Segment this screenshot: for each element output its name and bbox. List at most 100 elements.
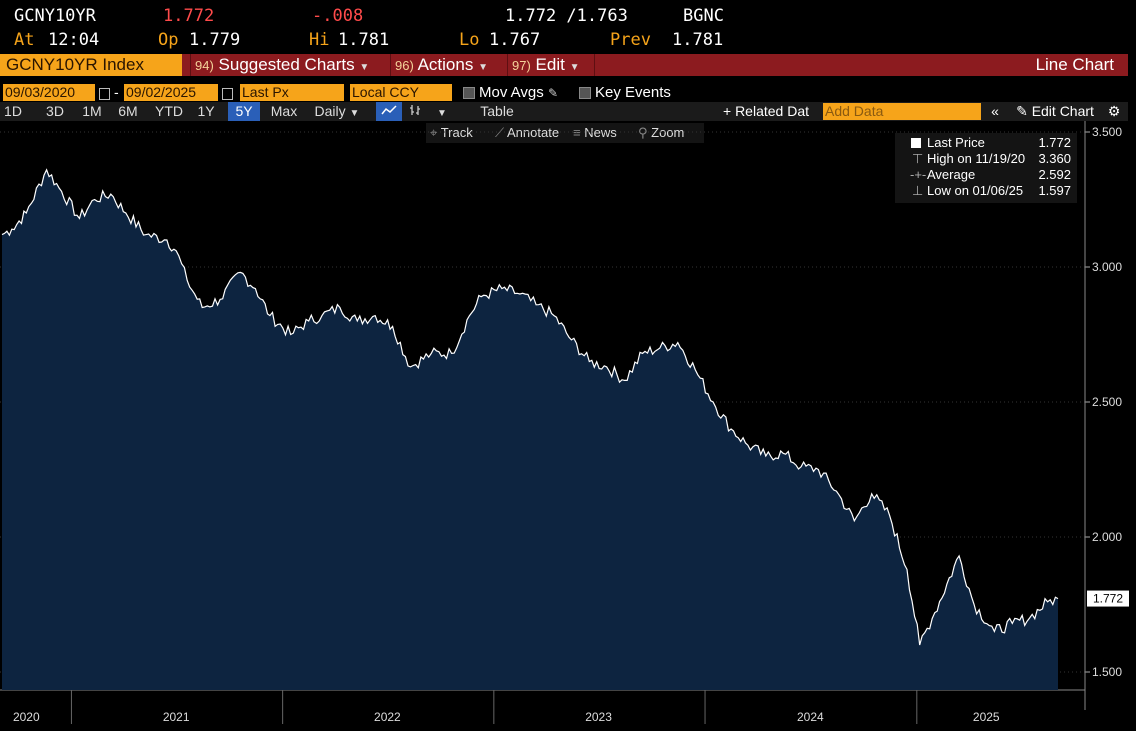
zoom-icon: ⚲ bbox=[638, 125, 648, 140]
prev-value: 1.781 bbox=[672, 30, 724, 50]
last-price-value: 1.772 bbox=[163, 6, 215, 26]
date-range-dash: - bbox=[114, 84, 119, 100]
y-tick-label: 3.500 bbox=[1092, 125, 1122, 139]
ticker-label: GCNY10YR bbox=[14, 6, 96, 26]
calendar-icon[interactable] bbox=[97, 85, 110, 102]
y-tick-label: 3.000 bbox=[1092, 260, 1122, 274]
at-label: At bbox=[14, 30, 35, 50]
crosshair-icon: ⌖ bbox=[430, 125, 438, 140]
pencil-icon: ✎ bbox=[1016, 103, 1028, 119]
period-button-1d[interactable]: 1D bbox=[4, 103, 22, 119]
legend-label: Low on 01/06/25 bbox=[927, 183, 1024, 198]
calendar-icon[interactable] bbox=[220, 85, 233, 102]
actions-menu[interactable]: 96) Actions ▼ bbox=[390, 54, 488, 76]
legend-label: Average bbox=[927, 167, 976, 182]
checkbox-icon bbox=[463, 87, 475, 100]
end-date-input[interactable]: 09/02/2025 bbox=[124, 84, 218, 101]
x-tick-label: 2024 bbox=[797, 710, 824, 724]
table-button[interactable]: Table bbox=[480, 103, 514, 119]
collapse-icon[interactable]: « bbox=[991, 103, 999, 119]
open-label: Op bbox=[158, 30, 179, 50]
field-select[interactable]: Last Px bbox=[240, 84, 344, 101]
period-button-6m[interactable]: 6M bbox=[118, 103, 138, 119]
edit-label: Edit bbox=[535, 55, 565, 74]
chevron-down-icon: ▼ bbox=[437, 108, 447, 119]
period-button-3d[interactable]: 3D bbox=[46, 103, 64, 119]
time-value: 12:04 bbox=[48, 30, 100, 50]
currency-select[interactable]: Local CCY bbox=[350, 84, 452, 101]
high-marker-icon: ⊤ bbox=[912, 151, 924, 166]
low-marker-icon: ⊥ bbox=[912, 183, 924, 198]
annotate-tool[interactable]: ⟋ Annotate bbox=[495, 123, 559, 143]
x-tick-label: 2021 bbox=[163, 710, 190, 724]
chart-type-dropdown[interactable]: ▼ bbox=[428, 102, 456, 121]
chart-legend: Last Price 1.772 ⊤ High on 11/19/20 3.360 -… bbox=[895, 133, 1077, 203]
annotate-icon: ⟋ bbox=[495, 125, 505, 140]
edit-number: 97) bbox=[512, 58, 531, 73]
mov-avgs-label: Mov Avgs bbox=[479, 84, 544, 101]
mov-avgs-checkbox[interactable]: Mov Avgs ✎ bbox=[463, 84, 558, 101]
legend-value: 2.592 bbox=[1038, 167, 1071, 182]
y-tick-label: 2.000 bbox=[1092, 530, 1122, 544]
suggested-charts-label: Suggested Charts bbox=[218, 55, 355, 74]
last-price-marker bbox=[1087, 590, 1129, 607]
legend-value: 3.360 bbox=[1038, 151, 1071, 166]
chevron-down-icon: ▼ bbox=[359, 62, 370, 73]
frequency-label: Daily bbox=[314, 103, 346, 119]
y-tick-label: 2.500 bbox=[1092, 395, 1122, 409]
edit-chart-label: Edit Chart bbox=[1031, 103, 1094, 119]
price-area bbox=[2, 169, 1058, 691]
period-button-max[interactable]: Max bbox=[270, 103, 298, 119]
x-tick-label: 2025 bbox=[973, 710, 1000, 724]
chevron-down-icon: ▼ bbox=[478, 62, 488, 73]
start-date-input[interactable]: 09/03/2020 bbox=[3, 84, 95, 101]
period-bar: 1D 3D 1M 6M YTD 1Y 5Y Max Daily ▼ ▼ Table + Rel… bbox=[0, 102, 1128, 121]
gear-icon[interactable]: ⚙ bbox=[1107, 103, 1121, 119]
line-chart-icon[interactable] bbox=[376, 102, 402, 121]
legend-label: Last Price bbox=[927, 135, 985, 150]
frequency-select[interactable]: Daily ▼ bbox=[306, 102, 368, 121]
period-button-1m[interactable]: 1M bbox=[82, 103, 102, 119]
edit-menu[interactable]: 97) Edit ▼ bbox=[507, 54, 579, 76]
legend-value: 1.597 bbox=[1038, 183, 1071, 198]
actions-number: 96) bbox=[395, 58, 414, 73]
legend-label: High on 11/19/20 bbox=[927, 151, 1026, 166]
last-price-axis-label: 1.772 bbox=[1093, 592, 1123, 606]
high-value: 1.781 bbox=[338, 30, 390, 50]
add-data-input[interactable]: Add Data bbox=[823, 103, 981, 120]
y-tick-label: 1.500 bbox=[1092, 665, 1122, 679]
x-tick-label: 2023 bbox=[585, 710, 612, 724]
chevron-down-icon: ▼ bbox=[569, 62, 580, 73]
x-tick-label: 2020 bbox=[13, 710, 40, 724]
actions-label: Actions bbox=[417, 55, 474, 74]
last-price-swatch bbox=[911, 138, 921, 148]
change-value: -.008 bbox=[312, 6, 364, 26]
pencil-icon[interactable]: ✎ bbox=[547, 86, 558, 100]
checkbox-icon bbox=[579, 87, 591, 100]
suggested-charts-menu[interactable]: 94) Suggested Charts ▼ bbox=[190, 54, 369, 76]
bar-chart-icon[interactable] bbox=[404, 102, 426, 121]
chart-type-label[interactable]: Line Chart bbox=[1035, 55, 1114, 74]
high-label: Hi bbox=[309, 30, 330, 50]
key-events-checkbox[interactable]: Key Events bbox=[579, 84, 671, 101]
price-chart[interactable]: 3.500 3.000 2.500 2.000 1.500 2020 2021 2022 202… bbox=[0, 121, 1136, 731]
legend-value: 1.772 bbox=[1038, 135, 1071, 150]
pricing-source: BGNC bbox=[683, 6, 724, 26]
prev-label: Prev bbox=[610, 30, 651, 50]
security-field[interactable]: GCNY10YR Index bbox=[0, 54, 182, 76]
average-marker-icon: -+- bbox=[910, 167, 927, 182]
zoom-tool[interactable]: ⚲ Zoom bbox=[638, 123, 684, 143]
zoom-label: Zoom bbox=[651, 125, 685, 140]
period-button-5y[interactable]: 5Y bbox=[228, 102, 260, 121]
x-tick-label: 2022 bbox=[374, 710, 401, 724]
suggested-charts-number: 94) bbox=[195, 58, 214, 73]
chevron-down-icon: ▼ bbox=[349, 108, 360, 119]
related-data-button[interactable]: + Related Dat bbox=[723, 103, 809, 119]
low-label: Lo bbox=[459, 30, 480, 50]
edit-chart-button[interactable]: ✎ Edit Chart bbox=[1010, 102, 1100, 121]
key-events-label: Key Events bbox=[595, 84, 671, 101]
bid-ask-value: 1.772 /1.763 bbox=[505, 6, 628, 26]
period-button-1y[interactable]: 1Y bbox=[197, 103, 215, 119]
open-value: 1.779 bbox=[189, 30, 241, 50]
period-button-ytd[interactable]: YTD bbox=[155, 103, 183, 119]
